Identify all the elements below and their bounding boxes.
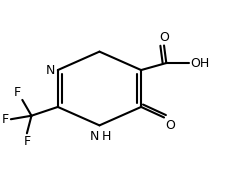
Text: O: O — [165, 119, 175, 132]
Text: H: H — [102, 130, 112, 143]
Text: F: F — [2, 113, 9, 126]
Text: F: F — [23, 135, 31, 148]
Text: N: N — [46, 64, 55, 77]
Text: N: N — [90, 130, 99, 143]
Text: OH: OH — [190, 56, 210, 70]
Text: F: F — [14, 86, 21, 99]
Text: O: O — [159, 31, 169, 44]
